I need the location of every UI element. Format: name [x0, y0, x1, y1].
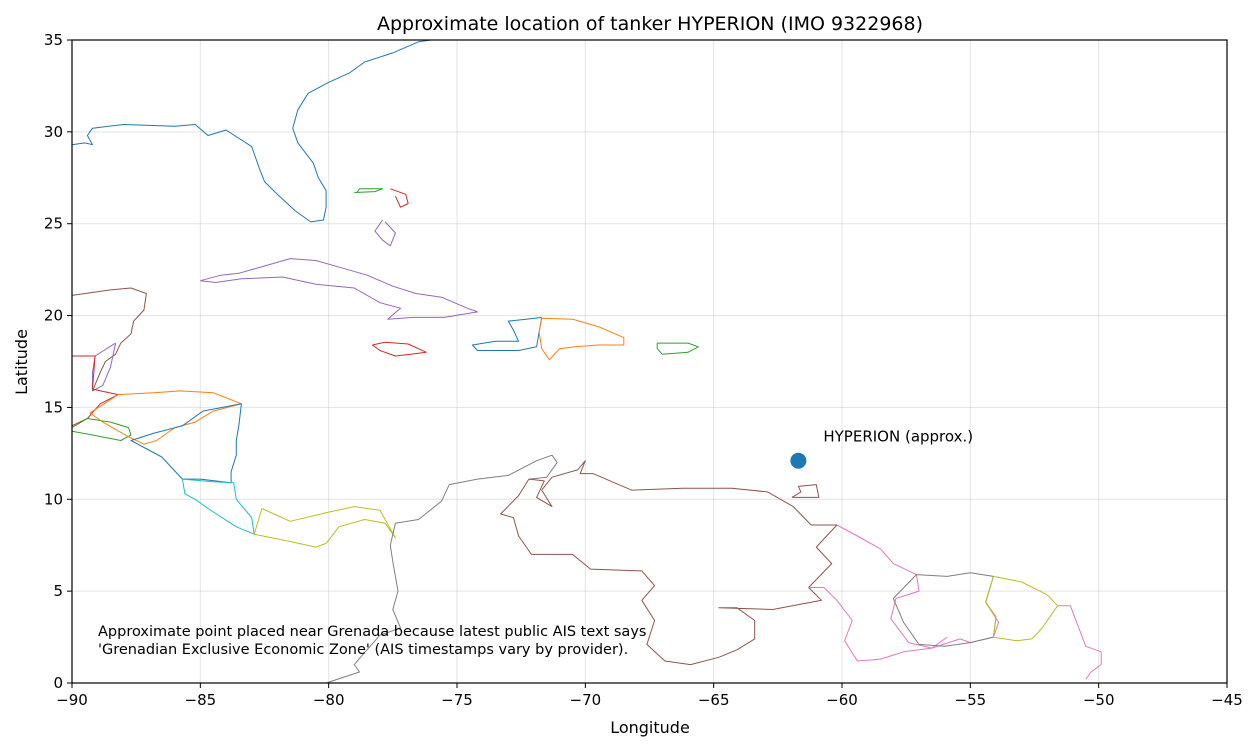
note-line-1: Approximate point placed near Grenada be… — [98, 624, 646, 640]
country-outline — [71, 418, 132, 441]
vessel-marker-group: HYPERION (approx.) — [790, 428, 973, 469]
x-tick-label: −75 — [441, 691, 473, 709]
x-axis-ticks: −90 −85 −80 −75 −70 −65 −60 −55 −50 −45 — [56, 683, 1243, 709]
x-tick-label: −85 — [185, 691, 217, 709]
country-outline — [390, 188, 409, 208]
y-axis-ticks: 0 5 10 15 20 25 30 35 — [44, 31, 72, 692]
country-outline — [200, 258, 478, 320]
country-outline — [1057, 605, 1102, 680]
y-tick-label: 25 — [44, 215, 63, 233]
x-tick-label: −65 — [698, 691, 730, 709]
x-tick-label: −55 — [955, 691, 987, 709]
country-outline — [71, 39, 432, 223]
x-tick-label: −90 — [56, 691, 88, 709]
country-outline — [374, 219, 396, 247]
country-outline — [354, 188, 384, 193]
country-outline — [836, 524, 1000, 649]
country-outline — [325, 523, 401, 684]
y-tick-label: 30 — [44, 123, 63, 141]
country-outline — [71, 287, 147, 392]
y-tick-label: 15 — [44, 398, 63, 416]
x-tick-label: −80 — [313, 691, 345, 709]
y-tick-label: 5 — [53, 582, 63, 600]
y-tick-label: 20 — [44, 307, 63, 325]
country-outline — [500, 460, 838, 666]
vessel-position-marker — [790, 452, 807, 469]
grid-lines — [71, 39, 1228, 684]
country-outline — [181, 478, 255, 535]
vessel-label: HYPERION (approx.) — [823, 428, 973, 446]
country-outline — [130, 403, 242, 484]
x-tick-label: −50 — [1083, 691, 1115, 709]
x-axis-label: Longitude — [610, 718, 690, 737]
country-outline — [538, 317, 625, 361]
y-tick-label: 0 — [53, 674, 63, 692]
axes-frame — [71, 39, 1228, 684]
country-outline — [471, 316, 543, 351]
country-outline — [395, 454, 558, 524]
y-tick-label: 35 — [44, 31, 63, 49]
country-outline — [791, 484, 820, 498]
x-tick-label: −60 — [826, 691, 858, 709]
chart-title: Approximate location of tanker HYPERION … — [377, 13, 923, 35]
country-outline — [892, 572, 997, 647]
country-outline — [985, 575, 1059, 642]
x-tick-label: −70 — [570, 691, 602, 709]
y-axis-label: Latitude — [12, 329, 31, 395]
country-outline — [656, 342, 699, 355]
country-outline — [71, 355, 119, 427]
country-outline — [89, 390, 242, 445]
x-tick-label: −45 — [1211, 691, 1243, 709]
y-tick-label: 10 — [44, 490, 63, 508]
note-line-2: 'Grenadian Exclusive Economic Zone' (AIS… — [98, 642, 628, 658]
country-outline — [253, 506, 396, 548]
country-outline — [808, 587, 948, 662]
country-outlines — [71, 39, 1102, 684]
country-outline — [372, 341, 427, 357]
